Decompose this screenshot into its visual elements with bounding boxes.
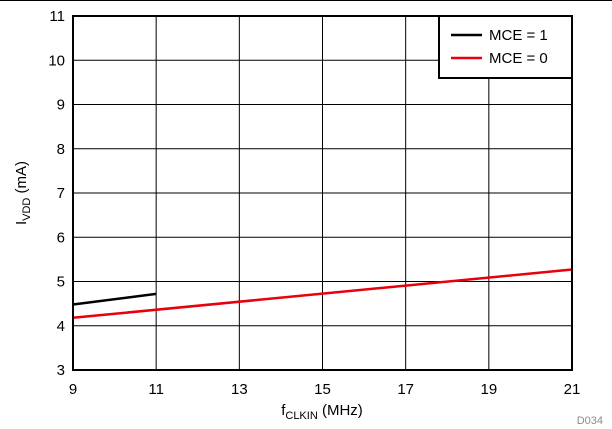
- x-axis-title: fCLKIN (MHz): [281, 402, 363, 422]
- legend: MCE = 1 MCE = 0: [438, 15, 573, 79]
- x-tick-label: 21: [564, 381, 581, 398]
- y-tick-label: 11: [49, 8, 65, 25]
- series-lines: [72, 268, 573, 320]
- tick-labels: 9 11 13 15 17 19 21 3 4 5 6 7 8 9 10 11: [48, 8, 580, 398]
- x-tick-label: 13: [231, 381, 248, 398]
- y-tick-label: 7: [57, 185, 65, 202]
- y-tick-label: 9: [57, 97, 65, 114]
- y-tick-label: 4: [57, 318, 65, 335]
- figure-id-footnote: D034: [577, 415, 603, 427]
- legend-label: MCE = 0: [489, 50, 548, 67]
- plot-frame: [72, 15, 573, 371]
- x-tick-label: 11: [148, 381, 164, 398]
- x-tick-label: 9: [69, 381, 77, 398]
- x-tick-label: 15: [314, 381, 331, 398]
- series-line-mce-0: [72, 268, 573, 320]
- x-tick-label: 17: [397, 381, 414, 398]
- y-tick-label: 6: [57, 229, 65, 246]
- y-tick-label: 3: [57, 362, 65, 379]
- legend-box: [438, 15, 573, 79]
- series-line-mce-1: [72, 292, 157, 306]
- y-tick-label: 5: [57, 274, 65, 291]
- x-tick-label: 19: [480, 381, 497, 398]
- y-tick-label: 8: [57, 141, 65, 158]
- y-axis-title: IVDD (mA): [13, 161, 33, 225]
- legend-label: MCE = 1: [489, 27, 548, 44]
- y-tick-label: 10: [48, 52, 65, 69]
- top-rule: [0, 0, 612, 1]
